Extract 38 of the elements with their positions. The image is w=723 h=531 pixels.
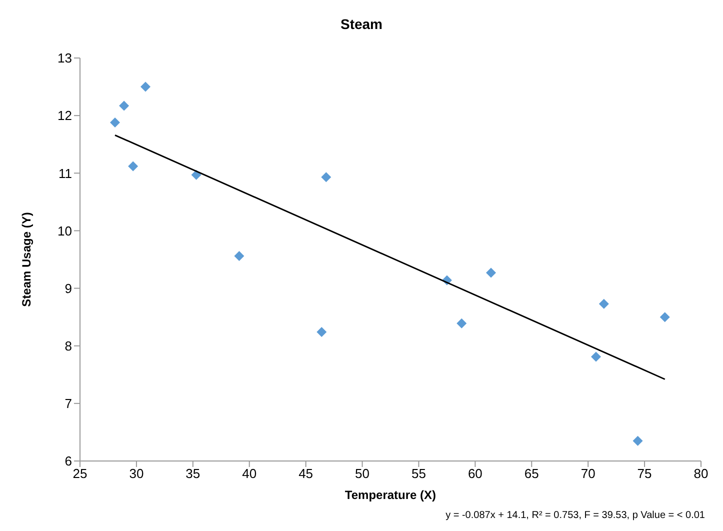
text: y = -0.087x + 14.1, R² = 0.753, F = 39.53, p Value = < 0.01: [446, 510, 705, 521]
x-tick-label: 70: [580, 466, 596, 482]
chart-title: Steam: [339, 16, 384, 32]
y-tick-label: 6: [64, 454, 72, 469]
x-axis-title: Temperature (X): [344, 488, 436, 502]
y-axis-title: Steam Usage (Y): [19, 212, 34, 307]
point: [110, 117, 120, 128]
point: [660, 312, 670, 322]
y-tick-label: 10: [58, 223, 72, 238]
point: [598, 298, 609, 309]
point: [119, 100, 130, 111]
point: [486, 268, 496, 278]
x-tick-label: 50: [355, 466, 370, 482]
y-tick-label: 12: [58, 108, 72, 124]
point: [316, 327, 327, 338]
x-tick-label: 25: [72, 466, 88, 482]
point: [632, 436, 643, 446]
x-tick-label: 65: [524, 466, 539, 482]
point: [321, 172, 332, 182]
point: [140, 82, 150, 92]
point: [191, 170, 202, 180]
x-tick-label: 60: [468, 466, 482, 482]
x-tick-label: 55: [411, 466, 426, 482]
point: [590, 352, 601, 362]
point: [128, 161, 138, 172]
y-tick-label: 11: [58, 166, 72, 181]
x-tick-label: 30: [129, 466, 144, 482]
y-tick-label: 9: [64, 280, 72, 296]
y-tick-label: 7: [64, 396, 72, 412]
point: [456, 318, 467, 328]
x-tick-label: 45: [298, 466, 314, 482]
y-tick-label: 8: [64, 338, 72, 354]
x-tick-label: 35: [186, 466, 200, 482]
x-tick-label: 80: [694, 466, 708, 482]
x-tick-label: 40: [242, 466, 257, 482]
y-tick-label: 13: [58, 50, 72, 66]
x-tick-label: 75: [637, 466, 652, 482]
point: [234, 251, 244, 262]
